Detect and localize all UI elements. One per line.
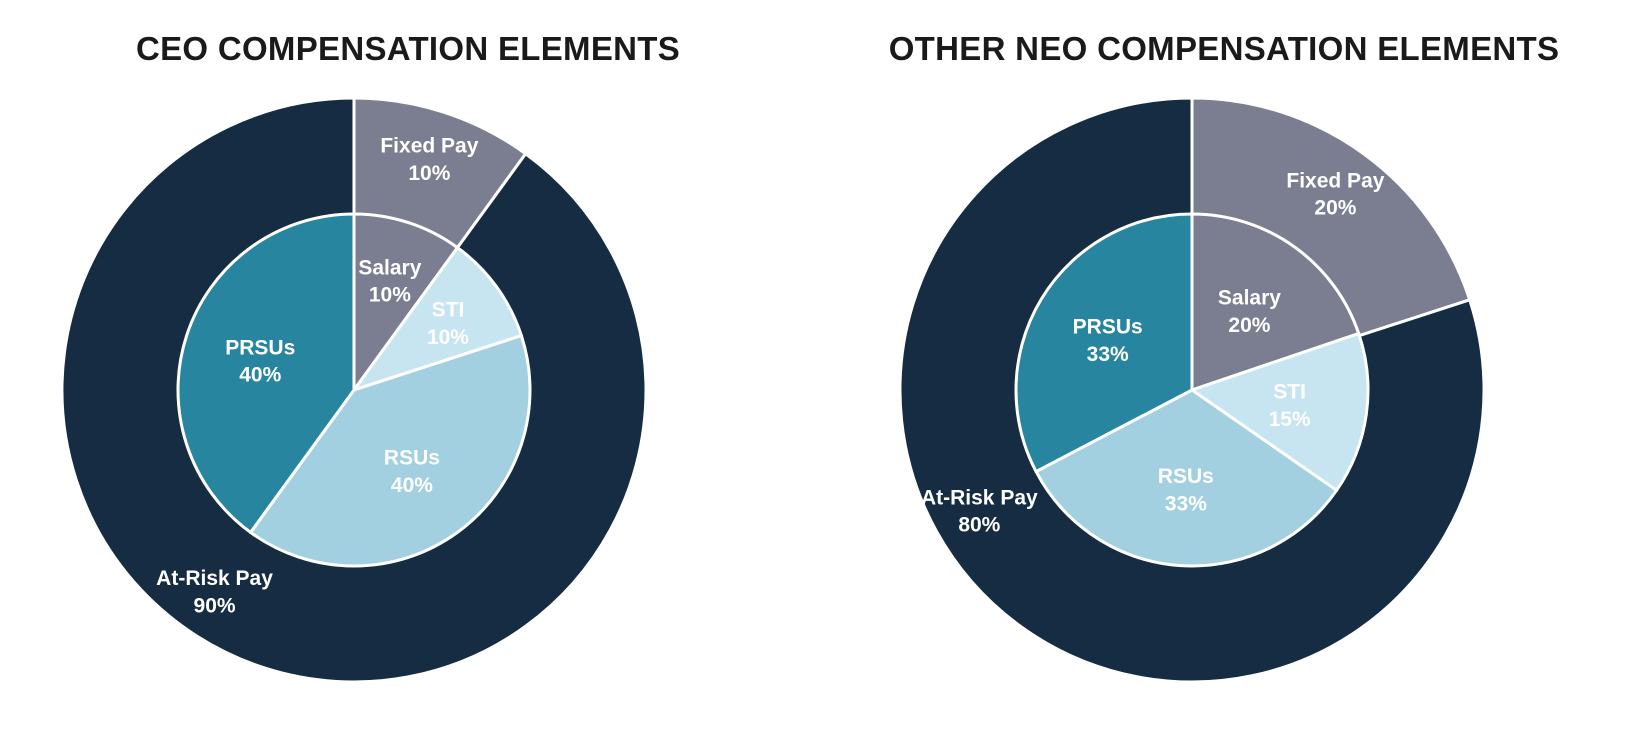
rsus-value-label: 33%	[1165, 492, 1207, 515]
neo-donut-chart: Fixed Pay 20% At-Risk Pay 80% Salary 20% STI 15…	[898, 96, 1486, 684]
at-risk-pay-name-label: At-Risk Pay	[921, 486, 1038, 509]
inner-slice-sti	[1190, 332, 1370, 492]
prsus-name-label: PRSUs	[225, 336, 295, 359]
ceo-donut-chart: Fixed Pay 10% At-Risk Pay 90% Salary 10% STI 10…	[60, 96, 648, 684]
rsus-name-label: RSUs	[384, 446, 440, 469]
salary-value-label: 10%	[369, 284, 411, 307]
salary-value-label: 20%	[1228, 314, 1270, 337]
sti-value-label: 15%	[1269, 408, 1311, 431]
fixed-pay-value-label: 20%	[1314, 197, 1356, 220]
inner-slice-rsus	[1034, 388, 1339, 568]
chart-title: OTHER NEO COMPENSATION ELEMENTS	[888, 30, 1560, 67]
fixed-pay-name-label: Fixed Pay	[380, 135, 478, 158]
sti-name-label: STI	[1273, 381, 1306, 404]
inner-slice-rsus	[249, 334, 532, 568]
at-risk-pay-value-label: 80%	[958, 514, 1000, 537]
rsus-name-label: RSUs	[1158, 465, 1214, 488]
sti-name-label: STI	[432, 298, 465, 321]
fixed-pay-value-label: 10%	[408, 162, 450, 185]
fixed-pay-name-label: Fixed Pay	[1286, 169, 1384, 192]
ceo-compensation-chart: Fixed Pay 10% At-Risk Pay 90% Salary 10% STI 10…	[0, 0, 816, 753]
inner-slice-prsus	[176, 212, 356, 534]
prsus-value-label: 40%	[239, 364, 281, 387]
inner-slice-salary	[352, 212, 459, 392]
rsus-value-label: 40%	[391, 474, 433, 497]
chart-title: CEO COMPENSATION ELEMENTS	[135, 30, 681, 67]
inner-slice-sti	[352, 246, 523, 392]
prsus-name-label: PRSUs	[1073, 316, 1143, 339]
salary-name-label: Salary	[358, 256, 421, 279]
neo-compensation-chart: Fixed Pay 20% At-Risk Pay 80% Salary 20% STI 15…	[816, 0, 1632, 753]
inner-slice-prsus	[1014, 212, 1194, 474]
at-risk-pay-name-label: At-Risk Pay	[156, 567, 273, 590]
salary-name-label: Salary	[1218, 287, 1281, 310]
at-risk-pay-value-label: 90%	[194, 594, 236, 617]
inner-slice-salary	[1190, 212, 1361, 392]
prsus-value-label: 33%	[1087, 343, 1129, 366]
sti-value-label: 10%	[427, 326, 469, 349]
